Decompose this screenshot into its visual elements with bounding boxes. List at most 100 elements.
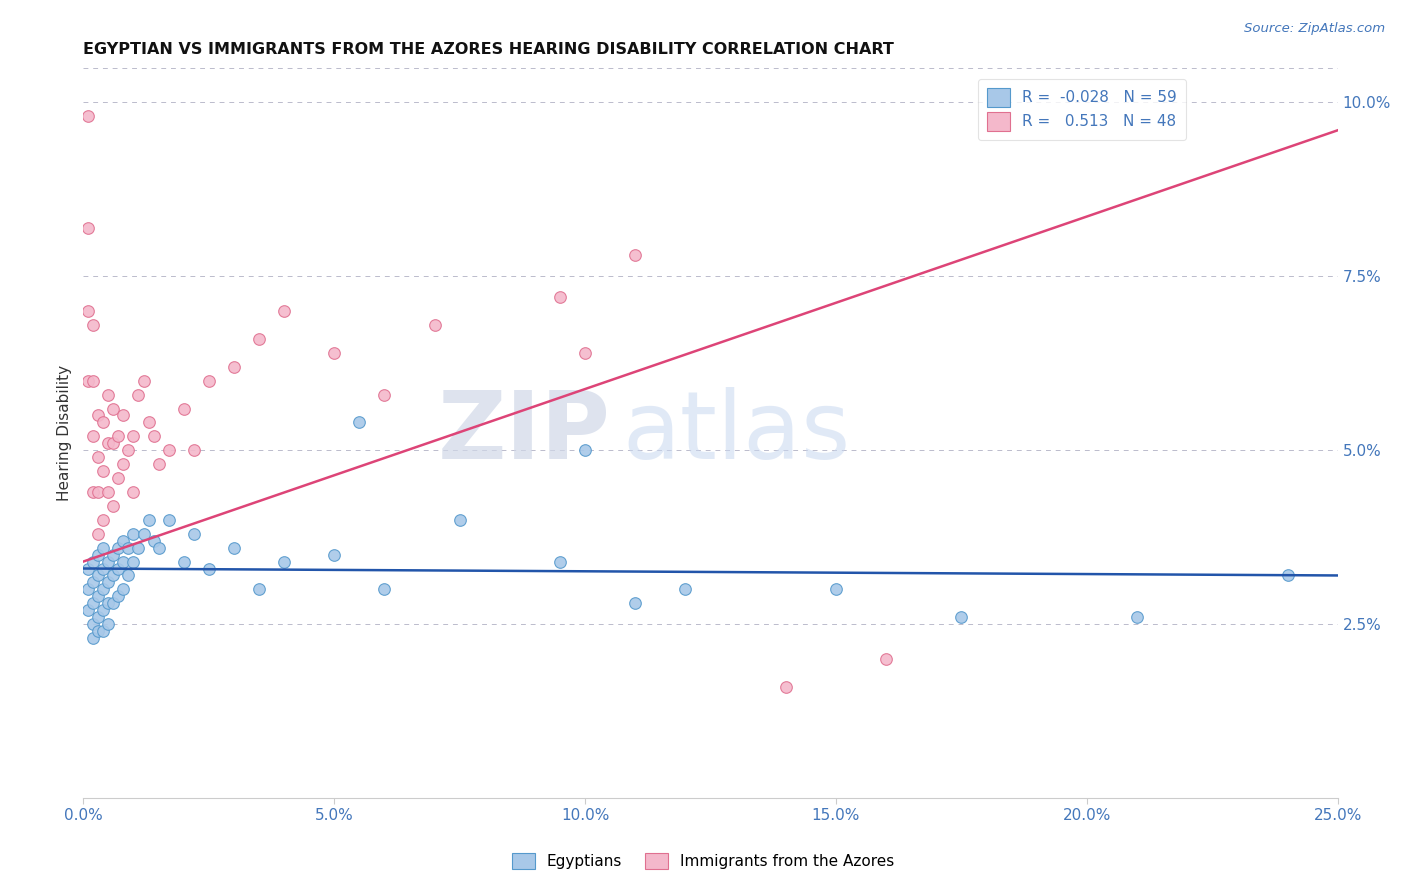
Point — [183, 526, 205, 541]
Point — [449, 513, 471, 527]
Point — [93, 513, 115, 527]
Point — [138, 513, 160, 527]
Point — [548, 290, 571, 304]
Point — [103, 596, 125, 610]
Text: ZIP: ZIP — [437, 387, 610, 479]
Point — [93, 464, 115, 478]
Point — [82, 374, 104, 388]
Point — [273, 304, 295, 318]
Point — [82, 429, 104, 443]
Point — [132, 526, 155, 541]
Point — [97, 387, 120, 401]
Point — [112, 582, 135, 597]
Point — [97, 436, 120, 450]
Point — [548, 555, 571, 569]
Point — [87, 526, 110, 541]
Point — [157, 513, 180, 527]
Point — [82, 575, 104, 590]
Point — [373, 387, 395, 401]
Point — [103, 548, 125, 562]
Point — [112, 555, 135, 569]
Point — [107, 471, 129, 485]
Point — [117, 568, 139, 582]
Point — [87, 610, 110, 624]
Point — [127, 387, 149, 401]
Point — [349, 416, 371, 430]
Point — [373, 582, 395, 597]
Point — [93, 416, 115, 430]
Point — [122, 555, 145, 569]
Point — [93, 561, 115, 575]
Point — [82, 318, 104, 332]
Point — [87, 548, 110, 562]
Point — [77, 603, 100, 617]
Point — [97, 617, 120, 632]
Point — [87, 568, 110, 582]
Point — [173, 555, 195, 569]
Point — [112, 409, 135, 423]
Point — [103, 568, 125, 582]
Point — [132, 374, 155, 388]
Point — [107, 429, 129, 443]
Point — [112, 533, 135, 548]
Point — [77, 582, 100, 597]
Point — [157, 443, 180, 458]
Point — [112, 457, 135, 471]
Point — [103, 436, 125, 450]
Point — [82, 631, 104, 645]
Point — [77, 109, 100, 123]
Point — [97, 555, 120, 569]
Point — [87, 485, 110, 500]
Point — [77, 374, 100, 388]
Point — [323, 346, 346, 360]
Y-axis label: Hearing Disability: Hearing Disability — [58, 365, 72, 501]
Point — [624, 596, 647, 610]
Point — [825, 582, 848, 597]
Point — [247, 332, 270, 346]
Point — [222, 541, 245, 555]
Point — [222, 359, 245, 374]
Point — [173, 401, 195, 416]
Text: atlas: atlas — [623, 387, 851, 479]
Point — [97, 596, 120, 610]
Point — [675, 582, 697, 597]
Point — [775, 680, 797, 694]
Point — [574, 346, 596, 360]
Point — [122, 485, 145, 500]
Point — [183, 443, 205, 458]
Point — [97, 485, 120, 500]
Legend: R =  -0.028   N = 59, R =   0.513   N = 48: R = -0.028 N = 59, R = 0.513 N = 48 — [977, 78, 1185, 140]
Point — [122, 429, 145, 443]
Point — [323, 548, 346, 562]
Point — [77, 304, 100, 318]
Point — [82, 555, 104, 569]
Point — [197, 374, 219, 388]
Point — [423, 318, 446, 332]
Point — [87, 590, 110, 604]
Text: EGYPTIAN VS IMMIGRANTS FROM THE AZORES HEARING DISABILITY CORRELATION CHART: EGYPTIAN VS IMMIGRANTS FROM THE AZORES H… — [83, 42, 894, 57]
Point — [107, 561, 129, 575]
Point — [142, 429, 165, 443]
Point — [117, 541, 139, 555]
Point — [624, 248, 647, 262]
Point — [1126, 610, 1149, 624]
Point — [93, 603, 115, 617]
Point — [103, 401, 125, 416]
Point — [127, 541, 149, 555]
Point — [82, 485, 104, 500]
Point — [197, 561, 219, 575]
Point — [97, 575, 120, 590]
Point — [574, 443, 596, 458]
Point — [950, 610, 973, 624]
Text: Source: ZipAtlas.com: Source: ZipAtlas.com — [1244, 22, 1385, 36]
Point — [107, 590, 129, 604]
Point — [77, 220, 100, 235]
Point — [82, 617, 104, 632]
Point — [87, 624, 110, 639]
Point — [138, 416, 160, 430]
Point — [122, 526, 145, 541]
Point — [142, 533, 165, 548]
Point — [875, 652, 897, 666]
Point — [87, 409, 110, 423]
Point — [1277, 568, 1299, 582]
